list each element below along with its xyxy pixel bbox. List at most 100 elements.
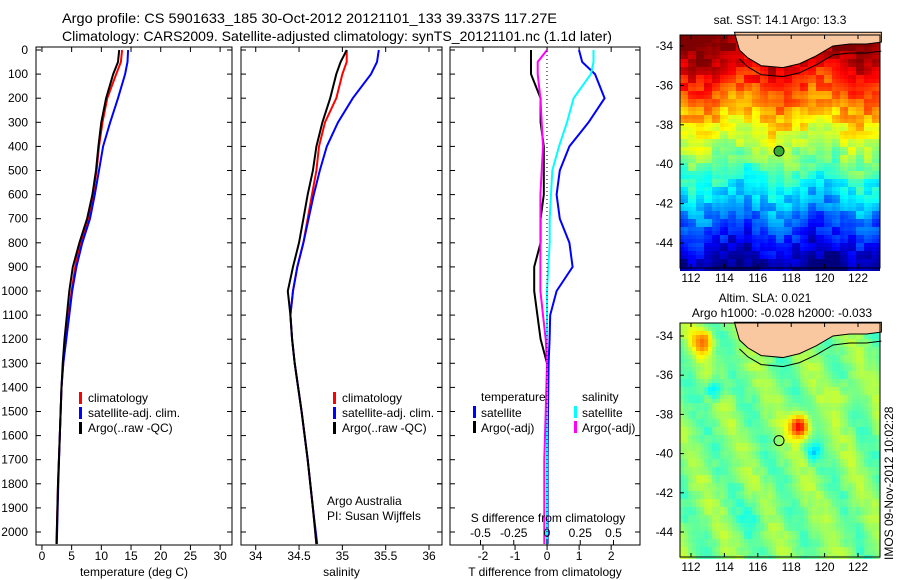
map-cell [708, 99, 712, 103]
map-cell [736, 255, 740, 259]
profile-line-argo-raw-qc- [55, 49, 121, 545]
map-cell [868, 167, 872, 171]
map-cell [716, 547, 720, 551]
map-cell [716, 475, 720, 479]
map-cell [744, 383, 748, 387]
map-cell [860, 247, 864, 251]
map-cell [764, 447, 768, 451]
map-cell [696, 255, 700, 259]
map-cell [704, 543, 708, 547]
map-cell [832, 211, 836, 215]
map-cell [872, 147, 876, 151]
map-cell [748, 463, 752, 467]
map-cell [700, 359, 704, 363]
map-cell [852, 187, 856, 191]
map-cell [828, 163, 832, 167]
map-cell [740, 199, 744, 203]
map-cell [840, 59, 844, 63]
map-cell [684, 511, 688, 515]
map-cell [716, 487, 720, 491]
map-cell [684, 203, 688, 207]
map-cell [708, 459, 712, 463]
map-cell [692, 167, 696, 171]
map-cell [716, 403, 720, 407]
map-cell [696, 83, 700, 87]
map-cell [788, 191, 792, 195]
map-cell [832, 87, 836, 91]
map-cell [772, 415, 776, 419]
s-axis-label: S difference from climatology [471, 511, 626, 525]
map-cell [760, 71, 764, 75]
map-cell [720, 543, 724, 547]
map-cell [752, 391, 756, 395]
map-cell [876, 51, 880, 55]
map-cell [680, 107, 684, 111]
map-cell [772, 463, 776, 467]
map-cell [772, 87, 776, 91]
map-cell [752, 399, 756, 403]
map-cell [756, 531, 760, 535]
map-cell [712, 459, 716, 463]
map-cell [788, 519, 792, 523]
map-cell [860, 107, 864, 111]
map-cell [696, 195, 700, 199]
plot-frame-difference [449, 46, 641, 546]
map-cell [780, 255, 784, 259]
map-cell [708, 203, 712, 207]
map-cell [872, 131, 876, 135]
map-cell [864, 59, 868, 63]
map-cell [836, 251, 840, 255]
map-cell [824, 215, 828, 219]
map-cell [872, 63, 876, 67]
map-cell [732, 471, 736, 475]
map-cell [736, 99, 740, 103]
map-cell [684, 79, 688, 83]
map-cell [752, 215, 756, 219]
map-cell [792, 503, 796, 507]
map-cell [692, 47, 696, 51]
map-cell [708, 499, 712, 503]
map-cell [864, 99, 868, 103]
map-cell [696, 399, 700, 403]
map-cell [740, 379, 744, 383]
map-cell [832, 263, 836, 267]
map-cell [708, 167, 712, 171]
map-cell [740, 91, 744, 95]
map-cell [868, 259, 872, 263]
map-cell [720, 419, 724, 423]
map-cell [796, 83, 800, 87]
map-cell [744, 495, 748, 499]
map-cell [772, 367, 776, 371]
map-cell [856, 87, 860, 91]
map-cell [804, 107, 808, 111]
map-cell [812, 79, 816, 83]
map-cell [768, 71, 772, 75]
map-cell [856, 151, 860, 155]
legend-heading-temperature: temperature [481, 390, 546, 404]
map-cell [712, 99, 716, 103]
map-cell [768, 99, 772, 103]
map-cell [760, 255, 764, 259]
map-cell [688, 375, 692, 379]
map-cell [820, 263, 824, 267]
map-cell [760, 135, 764, 139]
map-cell [796, 231, 800, 235]
map-cell [760, 379, 764, 383]
map-cell [752, 407, 756, 411]
map-cell [760, 263, 764, 267]
map-cell [728, 551, 732, 555]
map-cell [716, 427, 720, 431]
map-cell [692, 43, 696, 47]
map-cell [796, 267, 800, 271]
map-cell [696, 99, 700, 103]
map-cell [724, 39, 728, 43]
map-cell [756, 183, 760, 187]
map-cell [720, 491, 724, 495]
map-cell [764, 227, 768, 231]
map-cell [808, 71, 812, 75]
map-cell [872, 259, 876, 263]
map-cell [832, 163, 836, 167]
map-cell [828, 95, 832, 99]
map-cell [720, 387, 724, 391]
map-cell [800, 127, 804, 131]
